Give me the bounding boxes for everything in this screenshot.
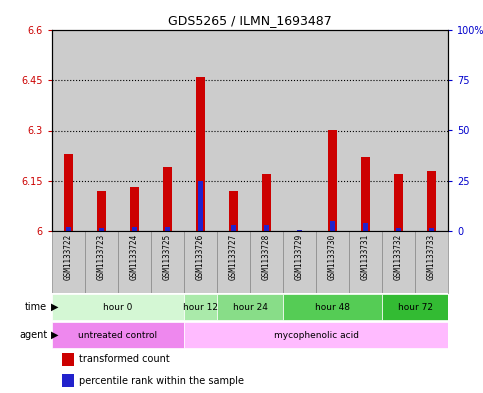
Title: GDS5265 / ILMN_1693487: GDS5265 / ILMN_1693487	[168, 15, 332, 28]
Text: GSM1133722: GSM1133722	[64, 233, 73, 280]
Bar	[184, 30, 217, 231]
Bar	[361, 157, 369, 231]
Bar	[382, 294, 448, 320]
Text: GSM1133729: GSM1133729	[295, 233, 304, 280]
Bar	[395, 174, 403, 231]
Bar	[198, 181, 203, 231]
Text: GSM1133728: GSM1133728	[262, 233, 271, 280]
Bar	[151, 30, 184, 231]
Bar	[283, 30, 316, 231]
Text: agent: agent	[19, 330, 47, 340]
Text: GSM1133730: GSM1133730	[328, 233, 337, 280]
Bar	[151, 231, 184, 293]
Bar	[130, 187, 139, 231]
Bar	[197, 77, 205, 231]
Bar	[99, 228, 104, 231]
Text: percentile rank within the sample: percentile rank within the sample	[79, 375, 243, 386]
Bar	[165, 227, 170, 231]
Bar	[98, 191, 106, 231]
Bar	[52, 322, 184, 348]
Bar	[118, 231, 151, 293]
Text: GSM1133731: GSM1133731	[361, 233, 370, 280]
Bar	[231, 225, 236, 231]
Bar	[52, 231, 85, 293]
Text: GSM1133723: GSM1133723	[97, 233, 106, 280]
Text: GSM1133732: GSM1133732	[394, 233, 403, 280]
Bar	[217, 294, 283, 320]
Text: mycophenolic acid: mycophenolic acid	[273, 331, 358, 340]
Bar	[62, 374, 74, 387]
Bar	[163, 167, 171, 231]
Text: GSM1133727: GSM1133727	[229, 233, 238, 280]
Bar	[316, 30, 349, 231]
Bar	[250, 231, 283, 293]
Bar	[85, 231, 118, 293]
Text: GSM1133733: GSM1133733	[427, 233, 436, 280]
Text: transformed count: transformed count	[79, 354, 170, 364]
Bar	[184, 322, 448, 348]
Text: hour 24: hour 24	[232, 303, 268, 312]
Bar	[52, 30, 85, 231]
Text: hour 72: hour 72	[398, 303, 432, 312]
Bar	[184, 231, 217, 293]
Text: hour 0: hour 0	[103, 303, 133, 312]
Bar	[229, 191, 238, 231]
Bar	[184, 294, 217, 320]
Text: untreated control: untreated control	[78, 331, 157, 340]
Bar	[349, 30, 382, 231]
Bar	[396, 228, 401, 231]
Bar	[427, 171, 436, 231]
Bar	[382, 231, 415, 293]
Bar	[264, 225, 269, 231]
Bar	[85, 30, 118, 231]
Bar	[250, 30, 283, 231]
Bar	[415, 231, 448, 293]
Bar	[262, 174, 270, 231]
Bar	[283, 294, 382, 320]
Text: GSM1133726: GSM1133726	[196, 233, 205, 280]
Bar	[382, 30, 415, 231]
Bar	[297, 230, 302, 231]
Bar	[349, 231, 382, 293]
Text: hour 48: hour 48	[315, 303, 350, 312]
Text: GSM1133725: GSM1133725	[163, 233, 172, 280]
Bar	[217, 231, 250, 293]
Bar	[217, 30, 250, 231]
Text: hour 12: hour 12	[183, 303, 218, 312]
Bar	[363, 223, 368, 231]
Bar	[316, 231, 349, 293]
Text: ▶: ▶	[51, 330, 58, 340]
Bar	[52, 294, 184, 320]
Bar	[330, 221, 335, 231]
Text: ▶: ▶	[51, 302, 58, 312]
Bar	[429, 228, 434, 231]
Bar	[328, 130, 337, 231]
Text: GSM1133724: GSM1133724	[130, 233, 139, 280]
Bar	[132, 227, 137, 231]
Bar	[118, 30, 151, 231]
Bar	[62, 353, 74, 366]
Bar	[283, 231, 316, 293]
Text: time: time	[25, 302, 47, 312]
Bar	[66, 227, 71, 231]
Bar	[415, 30, 448, 231]
Bar	[64, 154, 72, 231]
